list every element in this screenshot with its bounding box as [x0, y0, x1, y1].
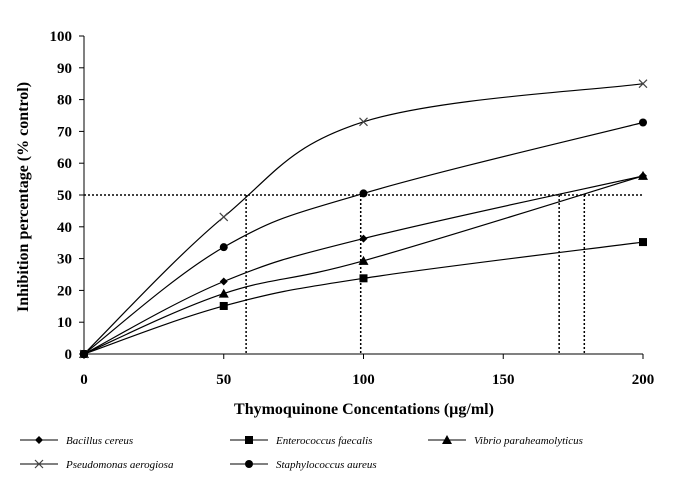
data-point: [80, 350, 88, 358]
legend-item: Pseudomonas aerogiosa: [20, 459, 174, 471]
reference-lines: [84, 194, 643, 354]
y-tick-label: 20: [57, 283, 72, 299]
data-point: [219, 243, 228, 252]
x-axis-title: Thymoquinone Concentations (µg/ml): [234, 401, 494, 418]
data-point: [359, 189, 368, 198]
data-point: [638, 170, 648, 180]
y-tick-label: 80: [57, 93, 72, 109]
series-triangle: [79, 170, 648, 358]
legend-label: Pseudomonas aerogiosa: [65, 459, 174, 471]
legend-item: Staphylococcus aureus: [230, 459, 377, 471]
x-tick-label: 150: [492, 372, 515, 388]
y-tick-label: 30: [57, 252, 72, 268]
x-tick-label: 100: [352, 372, 375, 388]
data-point: [359, 117, 368, 127]
series-line: [83, 241, 644, 355]
data-point: [638, 79, 648, 89]
series-line: [83, 175, 644, 355]
legend-marker: [35, 436, 43, 444]
data-point: [639, 118, 647, 127]
series-line: [83, 175, 644, 355]
axes: 0 10 20 30 40 50 60 70 80 90 100 0 50 100 150 200: [50, 29, 655, 388]
y-tick-label: 40: [57, 220, 72, 236]
y-tick-label: 0: [65, 347, 73, 363]
legend-marker: [34, 459, 44, 469]
legend-item: Enterococcus faecalis: [230, 435, 372, 447]
x-tick-label: 200: [632, 372, 655, 388]
series-x: [79, 79, 648, 359]
y-tick-label: 70: [57, 124, 72, 140]
y-tick-label: 60: [57, 156, 72, 172]
y-axis-title: Inhibition percentage (% control): [15, 82, 32, 312]
y-tick-label: 90: [57, 61, 72, 77]
legend-label: Bacillus cereus: [66, 435, 133, 447]
legend-item: Bacillus cereus: [20, 435, 133, 447]
legend-label: Enterococcus faecalis: [275, 435, 372, 447]
series-line: [83, 83, 644, 355]
legend-marker: [245, 436, 253, 444]
y-tick-label: 100: [50, 29, 73, 45]
data-point: [219, 301, 228, 310]
data-point: [219, 277, 228, 286]
data-point: [358, 255, 369, 265]
legend-marker: [245, 460, 253, 468]
legend-item: Vibrio paraheamolyticus: [428, 435, 583, 447]
data-point: [218, 288, 229, 298]
legend-label: Staphylococcus aureus: [276, 459, 377, 471]
data-point: [219, 212, 229, 222]
y-tick-label: 50: [57, 188, 72, 204]
y-tick-label: 10: [57, 315, 72, 331]
x-tick-label: 0: [80, 372, 88, 388]
data-point: [359, 234, 368, 243]
x-tick-label: 50: [216, 372, 231, 388]
series-group: [79, 79, 648, 359]
data-point: [359, 274, 368, 283]
legend-marker: [442, 435, 452, 444]
series-line: [83, 121, 644, 355]
series-diamond: [80, 171, 647, 358]
legend-label: Vibrio paraheamolyticus: [474, 435, 583, 447]
data-point: [639, 238, 647, 247]
legend: Bacillus cereus Enterococcus faecalis Vibr…: [20, 435, 583, 471]
series-circle: [80, 118, 647, 358]
